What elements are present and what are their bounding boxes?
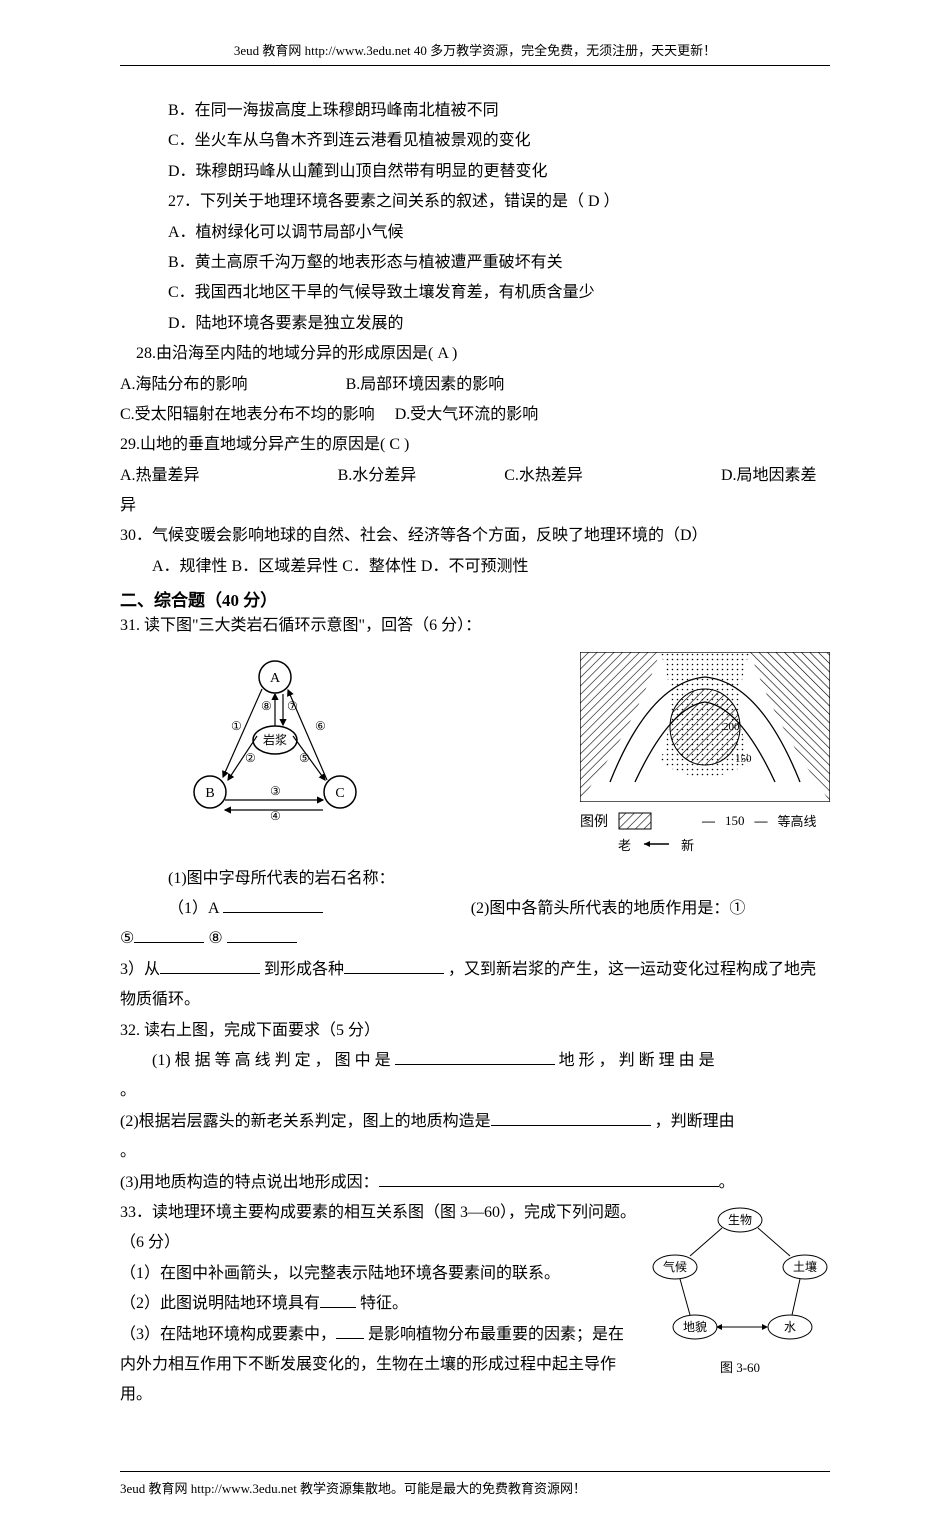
- q31-2: (2)图中各箭头所代表的地质作用是：①: [471, 900, 746, 917]
- q32-3: (3)用地质构造的特点说出地形成因：: [120, 1174, 379, 1191]
- legend-label: 图例: [580, 811, 608, 831]
- svg-text:⑧: ⑧: [261, 699, 272, 713]
- q32-2a: (2)根据岩层露头的新老关系判定，图上的地质构造是: [120, 1113, 491, 1130]
- blank: [223, 894, 323, 913]
- diagram3-caption: 图 3-60: [650, 1357, 830, 1376]
- q32-2b: ，判断理由: [655, 1113, 735, 1130]
- q31-circle8: ⑧: [208, 930, 226, 947]
- q31-circle5: ⑤: [120, 930, 134, 947]
- svg-text:气候: 气候: [663, 1259, 687, 1274]
- q32-3-line: (3)用地质构造的特点说出地形成因： 。: [120, 1168, 830, 1198]
- q30-stem: 30．气候变暖会影响地球的自然、社会、经济等各个方面，反映了地理环境的（D）: [120, 521, 830, 551]
- blank: [395, 1046, 555, 1065]
- svg-text:A: A: [270, 671, 281, 686]
- q32-2c: 。: [120, 1137, 830, 1167]
- q32-stem: 32. 读右上图，完成下面要求（5 分）: [120, 1016, 830, 1046]
- legend-contour: 等高线: [778, 811, 817, 830]
- svg-text:⑥: ⑥: [315, 719, 326, 733]
- blank: [336, 1320, 364, 1339]
- q28-stem: 28.由沿海至内陆的地域分异的形成原因是( A ): [136, 339, 830, 369]
- blank: [160, 955, 260, 974]
- q32-3end: 。: [719, 1174, 735, 1191]
- blank: [227, 925, 297, 944]
- q33-3a: （3）在陆地环境构成要素中，: [120, 1326, 336, 1343]
- q26-option-d: D．珠穆朗玛峰从山麓到山顶自然带有明显的更替变化: [168, 157, 830, 187]
- q27-option-a: A．植树绿化可以调节局部小气候: [168, 218, 830, 248]
- q28-line2: C.受太阳辐射在地表分布不均的影响 D.受大气环流的影响: [120, 400, 830, 430]
- svg-text:②: ②: [245, 751, 256, 765]
- svg-text:地貌: 地貌: [683, 1319, 707, 1334]
- q31-1a: （1）A: [168, 900, 223, 917]
- q27-stem: 27．下列关于地理环境各要素之间关系的叙述，错误的是（ D ）: [168, 187, 830, 217]
- legend-contour-val: 150: [725, 813, 745, 829]
- q32-1-line: (1) 根 据 等 高 线 判 定 ， 图 中 是 地 形 ， 判 断 理 由 …: [152, 1046, 830, 1076]
- q29-option-a: A.热量差异: [120, 467, 200, 484]
- svg-text:①: ①: [231, 719, 242, 733]
- q27-option-b: B．黄土高原千沟万壑的地表形态与植被遭严重破坏有关: [168, 248, 830, 278]
- q33-2a: （2）此图说明陆地环境具有: [120, 1295, 320, 1312]
- rock-cycle-diagram: A B C 岩浆 ① ② ③ ④ ⑤ ⑥: [175, 652, 375, 827]
- q28-option-c: C.受太阳辐射在地表分布不均的影响: [120, 406, 375, 423]
- blank: [491, 1107, 651, 1126]
- diagram-row: A B C 岩浆 ① ② ③ ④ ⑤ ⑥: [175, 652, 830, 854]
- q26-option-c: C．坐火车从乌鲁木齐到连云港看见植被景观的变化: [168, 126, 830, 156]
- svg-text:⑤: ⑤: [299, 751, 310, 765]
- q31-line-58: ⑤ ⑧: [120, 924, 830, 954]
- q31-stem: 31. 读下图"三大类岩石循环示意图"，回答（6 分）：: [120, 611, 830, 641]
- svg-text:④: ④: [270, 809, 281, 822]
- q31-1: (1)图中字母所代表的岩石名称：: [168, 864, 830, 894]
- q27-option-d: D．陆地环境各要素是独立发展的: [168, 309, 830, 339]
- svg-text:岩浆: 岩浆: [263, 732, 287, 747]
- q32-2-line: (2)根据岩层露头的新老关系判定，图上的地质构造是 ，判断理由: [120, 1107, 830, 1137]
- blank: [134, 925, 204, 944]
- pentagon-diagram: 生物 气候 土壤 地貌 水 图 3-60: [650, 1202, 830, 1376]
- svg-text:水: 水: [784, 1320, 796, 1334]
- q29-options: A.热量差异 B.水分差异 C.水热差异 D.局地因素差异: [120, 461, 830, 522]
- page-footer: 3eud 教育网 http://www.3edu.net 教学资源集散地。可能是…: [120, 1471, 830, 1497]
- svg-text:C: C: [335, 786, 344, 801]
- q28-line1: A.海陆分布的影响 B.局部环境因素的影响: [120, 370, 830, 400]
- q33-2b: 特征。: [360, 1295, 408, 1312]
- svg-text:⑦: ⑦: [287, 699, 298, 713]
- legend-new: 新: [681, 835, 694, 854]
- q32-1a: (1) 根 据 等 高 线 判 定 ， 图 中 是: [152, 1052, 395, 1069]
- q26-option-b: B．在同一海拔高度上珠穆朗玛峰南北植被不同: [168, 96, 830, 126]
- q28-option-a: A.海陆分布的影响: [120, 376, 248, 393]
- blank: [344, 955, 444, 974]
- svg-text:生物: 生物: [728, 1213, 752, 1227]
- q31-3a: 3）从: [120, 961, 160, 978]
- blank: [320, 1290, 356, 1309]
- section-2-title: 二、综合题（40 分）: [120, 586, 830, 611]
- q29-stem: 29.山地的垂直地域分异产生的原因是( C ): [120, 430, 830, 460]
- q30-options: A．规律性 B．区域差异性 C．整体性 D．不可预测性: [152, 552, 830, 582]
- svg-text:B: B: [205, 786, 214, 801]
- svg-text:土壤: 土壤: [793, 1259, 817, 1274]
- q29-option-b: B.水分差异: [338, 467, 417, 484]
- q31-1a-line: （1）A (2)图中各箭头所代表的地质作用是：①: [168, 894, 830, 924]
- legend-old: 老: [618, 835, 631, 854]
- svg-text:200: 200: [723, 721, 740, 733]
- q32-1b: 地 形 ， 判 断 理 由 是: [559, 1052, 715, 1069]
- q32-1c: 。: [120, 1076, 830, 1106]
- q28-option-d: D.受大气环流的影响: [395, 406, 539, 423]
- q27-option-c: C．我国西北地区干旱的气候导致土壤发育差，有机质含量少: [168, 278, 830, 308]
- q29-option-c: C.水热差异: [504, 467, 583, 484]
- q28-option-b: B.局部环境因素的影响: [346, 376, 505, 393]
- q29-option-d: D.局地因素差异: [120, 467, 817, 514]
- blank: [379, 1168, 719, 1187]
- q31-3b: 到形成各种: [264, 961, 344, 978]
- contour-diagram: 200 150 图例 —150— 等高线 老 新: [580, 652, 830, 854]
- q31-3-line: 3）从 到形成各种 ，又到新岩浆的产生，这一运动变化过程构成了地壳物质循环。: [120, 955, 830, 1016]
- page-header: 3eud 教育网 http://www.3edu.net 40 多万教学资源，完…: [120, 40, 830, 66]
- svg-text:150: 150: [735, 753, 752, 765]
- svg-text:③: ③: [270, 784, 281, 798]
